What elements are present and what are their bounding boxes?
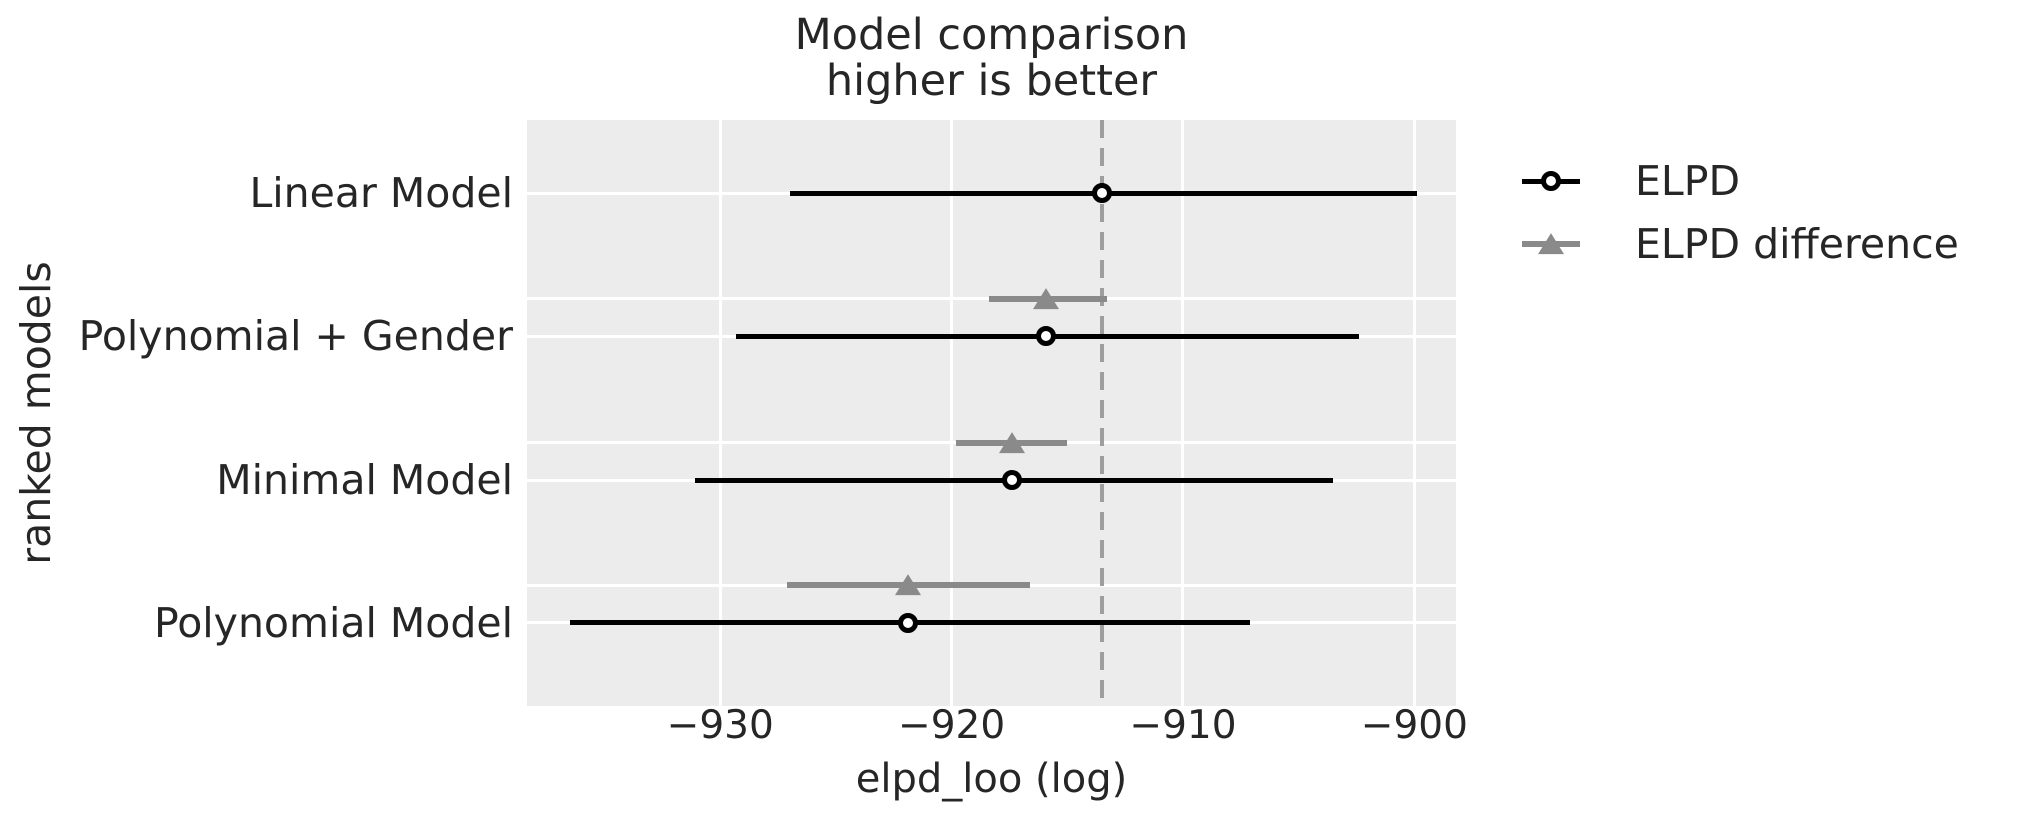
elpd-circle-marker [1036,326,1057,346]
chart-title-line-2: higher is better [825,56,1158,106]
gridline-vertical [1412,120,1416,706]
legend-item-elpd-difference: ELPD difference [1522,220,1959,268]
y-tick-label: Polynomial Model [153,598,513,647]
x-tick-label: −900 [1360,703,1468,748]
plot-area [527,120,1456,706]
y-tick-label: Polynomial + Gender [78,312,513,360]
y-tick-label: Minimal Model [216,456,513,504]
elpd-circle-marker [1001,470,1022,490]
triangle-marker-icon [1538,233,1564,255]
elpd-circle-marker [897,612,918,633]
x-tick-label: −930 [666,703,774,748]
legend-label-elpd-difference: ELPD difference [1635,220,1959,268]
open-circle-icon [1522,157,1580,205]
elpd-circle-marker [1091,183,1112,203]
chart-title: Model comparison higher is better [527,12,1456,104]
triangle-icon [1522,220,1580,268]
best-model-vline [1099,120,1104,706]
diff-triangle-marker [998,431,1025,453]
gridline-vertical [1181,120,1185,706]
x-axis-label: elpd_loo (log) [855,756,1128,802]
legend-label-elpd: ELPD [1635,157,1741,205]
y-axis-label: ranked models [12,261,60,565]
gridline-vertical [950,120,954,706]
y-tick-label: Linear Model [249,169,513,217]
chart-title-line-1: Model comparison [794,10,1189,60]
x-tick-label: −910 [1129,703,1237,748]
circle-marker-icon [1541,171,1561,191]
x-tick-label: −920 [898,703,1006,748]
gridline-vertical [718,120,722,706]
legend-item-elpd: ELPD [1522,157,1740,205]
diff-triangle-marker [894,574,921,596]
diff-triangle-marker [1033,287,1060,309]
